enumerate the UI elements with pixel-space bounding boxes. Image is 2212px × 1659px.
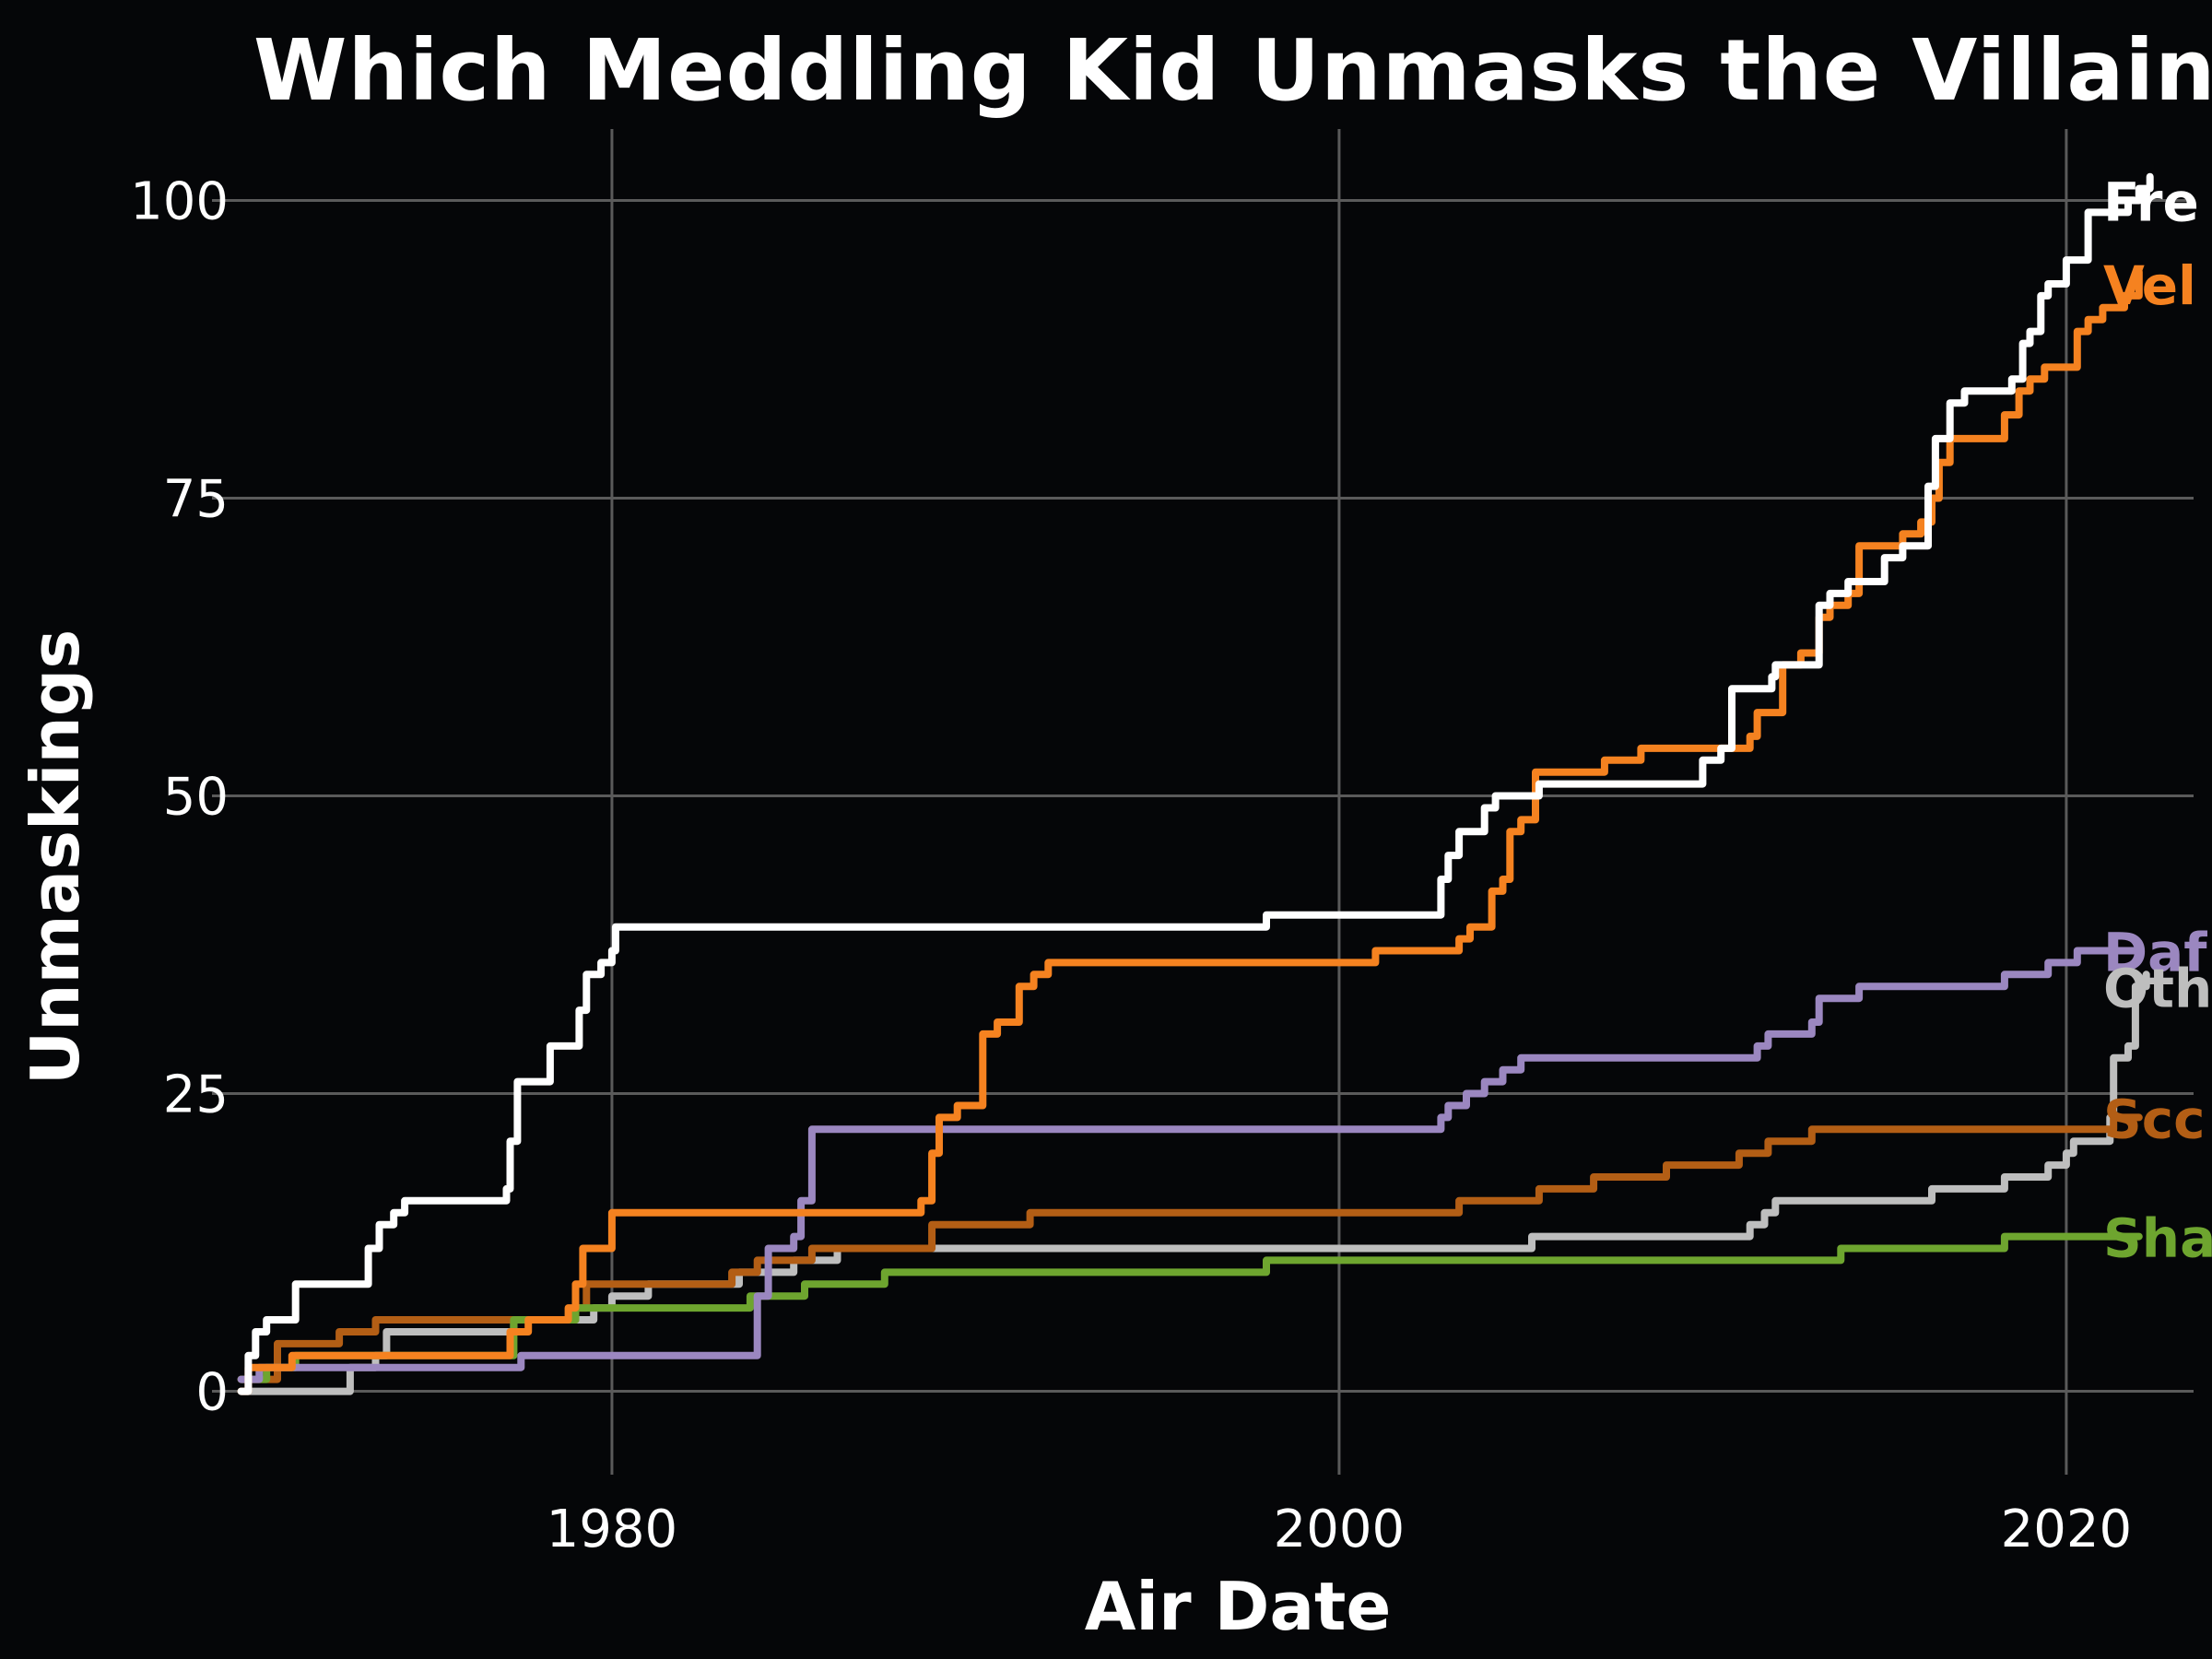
x-axis-title: Air Date (1085, 1568, 1392, 1645)
y-tick-label: 75 (163, 470, 229, 530)
y-tick-label: 50 (163, 768, 229, 828)
series-line-4 (237, 1113, 2143, 1383)
y-tick-label: 0 (195, 1363, 229, 1423)
y-tick-label: 25 (163, 1065, 229, 1125)
x-tick-label: 2000 (1274, 1500, 1406, 1559)
chart-title: Which Meddling Kid Unmasks the Villain (253, 21, 2212, 120)
series-line-1 (237, 268, 2143, 1395)
series-label: Vel (2103, 254, 2196, 317)
series-lines (237, 172, 2154, 1395)
x-tick-label: 1980 (547, 1500, 678, 1559)
y-axis-title: Unmaskings (17, 629, 94, 1085)
tick-labels: 0 25 50 75 100 1980 2000 2020 (130, 172, 2132, 1559)
y-tick-label: 100 (130, 172, 229, 232)
series-label: Daf (2103, 922, 2207, 984)
series-label: Fre (2103, 171, 2199, 234)
x-tick-label: 2020 (2001, 1500, 2133, 1559)
series-line-0 (237, 172, 2154, 1395)
series-line-2 (237, 947, 2143, 1383)
series-label: Sha (2103, 1207, 2212, 1270)
series-label: Scc (2103, 1088, 2206, 1150)
grid-lines (212, 129, 2194, 1475)
series-label: Oth (2103, 957, 2212, 1019)
